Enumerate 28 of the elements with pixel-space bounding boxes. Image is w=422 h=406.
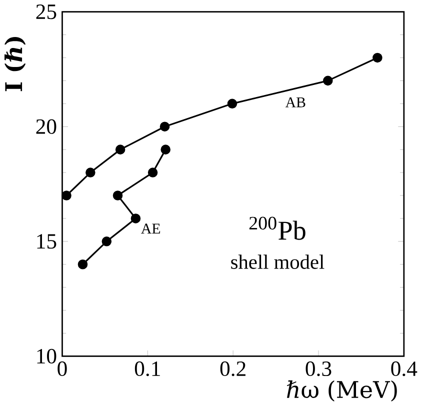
x-tick-label: 0.4 (391, 361, 418, 376)
y-tick-label: 15 (37, 234, 56, 249)
x-tick-label: 0.3 (306, 361, 332, 376)
x-axis-title: ℏω (MeV) (286, 380, 397, 402)
point (112, 190, 123, 200)
series-label: AE (141, 224, 160, 234)
point (148, 168, 158, 178)
y-tick-label: 25 (36, 4, 56, 20)
point (130, 214, 141, 224)
point (102, 236, 112, 246)
annotation: $^{200}$Pb (249, 216, 306, 240)
annotation: shell model (231, 254, 324, 269)
series-label: AB (285, 97, 306, 108)
point (115, 144, 126, 154)
point (160, 144, 170, 154)
point (372, 52, 382, 63)
y-tick-label: 10 (37, 348, 56, 364)
point (62, 190, 72, 200)
point (78, 259, 88, 270)
point (227, 98, 238, 109)
x-tick-label: 0.2 (220, 361, 246, 376)
y-axis-title: I (ℏ) (4, 36, 26, 92)
x-tick-label: 0.1 (134, 361, 160, 376)
y-tick-label: 20 (36, 119, 56, 134)
point (86, 168, 96, 178)
point (160, 122, 170, 132)
x-tick-label: 0 (58, 361, 67, 376)
point (323, 76, 333, 86)
